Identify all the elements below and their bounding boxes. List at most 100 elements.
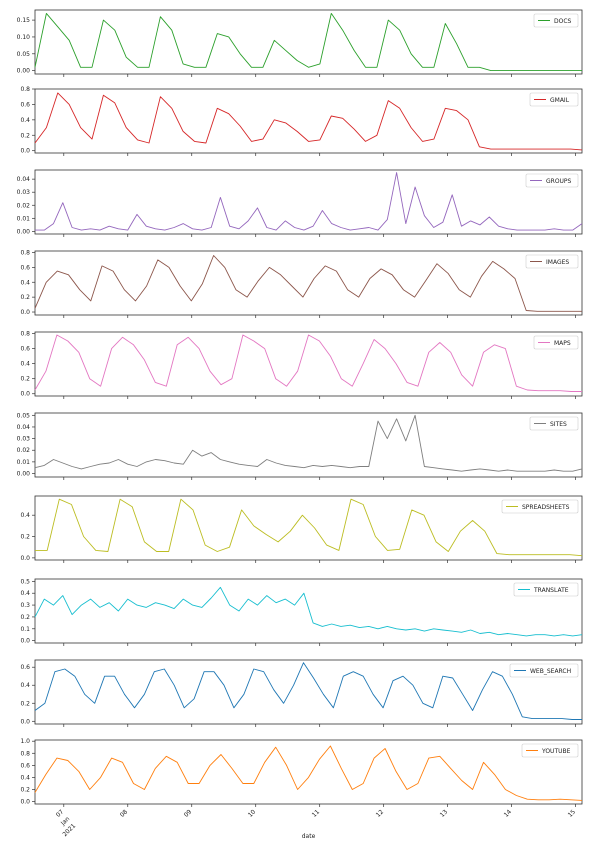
panel-youtube: 0.0 0.2 0.4 0.6 0.8 1.0 YOUTUBE xyxy=(20,738,583,807)
legend-label: IMAGES xyxy=(546,259,569,266)
y-tick-label: 0.1 xyxy=(20,626,30,633)
x-tick-label: 08 xyxy=(119,808,129,818)
legend-box xyxy=(533,335,579,350)
y-tick-label: 0.8 xyxy=(20,86,30,93)
axes-frame xyxy=(34,88,583,154)
y-tick-label: 0.0 xyxy=(20,148,30,155)
panel-web-search: 0.0 0.2 0.4 0.6 WEB_SEARCH xyxy=(20,659,583,727)
legend-label: GROUPS xyxy=(546,178,572,185)
y-tick-label: 0.15 xyxy=(17,17,31,24)
y-tick-label: 0.05 xyxy=(17,412,31,419)
legend-label: DOCS xyxy=(554,18,572,25)
legend-label: TRANSLATE xyxy=(533,587,569,594)
series-line xyxy=(34,255,582,312)
series-line xyxy=(34,12,582,72)
series-line xyxy=(35,172,583,231)
y-tick-label: 0.05 xyxy=(17,51,31,58)
legend-box xyxy=(525,254,579,269)
y-tick-label: 0.0 xyxy=(20,555,30,562)
series-line xyxy=(34,745,583,801)
y-tick-label: 0.8 xyxy=(20,750,30,757)
y-tick-label: 0.4 xyxy=(20,774,30,781)
series-line xyxy=(34,414,583,472)
y-tick-label: 0.4 xyxy=(20,590,30,597)
x-tick-label: 13 xyxy=(439,808,449,818)
legend-label: YOUTUBE xyxy=(541,748,571,755)
y-tick-label: 0.4 xyxy=(20,682,30,689)
axes-frame xyxy=(34,495,583,561)
y-tick-label: 0.04 xyxy=(17,424,31,431)
y-tick-label: 0.2 xyxy=(20,376,30,383)
x-tick-label: 10 xyxy=(247,808,257,818)
y-tick-label: 0.0 xyxy=(20,718,30,725)
y-tick-label: 0.2 xyxy=(20,614,30,621)
panel-maps: 0.0 0.2 0.4 0.6 0.8 MAPS xyxy=(20,331,583,399)
y-tick-label: 0.6 xyxy=(20,346,30,353)
axes-frame xyxy=(34,250,583,316)
axes-frame xyxy=(34,9,583,75)
y-tick-label: 0.0 xyxy=(20,309,30,316)
y-tick-label: 0.01 xyxy=(17,215,31,222)
y-tick-label: 0.00 xyxy=(17,228,31,235)
legend-box xyxy=(509,663,579,678)
x-tick-label: 09 xyxy=(183,808,193,818)
axes-frame xyxy=(34,578,583,644)
y-tick-label: 0.4 xyxy=(20,279,30,286)
legend-box xyxy=(521,743,579,758)
y-tick-label: 0.8 xyxy=(20,331,30,338)
legend-box xyxy=(529,416,579,431)
y-tick-label: 0.2 xyxy=(20,534,30,541)
x-axis-label: date xyxy=(302,833,316,840)
y-tick-label: 1.0 xyxy=(20,738,30,745)
panel-translate: 0.0 0.1 0.2 0.3 0.4 0.5 TRANSLATE xyxy=(20,578,583,646)
y-tick-label: 0.2 xyxy=(20,787,30,794)
panel-gmail: 0.0 0.2 0.4 0.6 0.8 GMAIL xyxy=(20,86,583,156)
series-line xyxy=(34,662,582,720)
y-tick-label: 0.5 xyxy=(20,578,30,585)
x-tick-label: 12 xyxy=(375,808,385,818)
x-tick-label: 11 xyxy=(311,808,321,818)
y-tick-label: 0.01 xyxy=(17,459,31,466)
legend-box xyxy=(533,13,579,28)
y-tick-label: 0.00 xyxy=(17,471,31,478)
legend-box xyxy=(525,173,579,188)
panel-sites: 0.00 0.01 0.02 0.03 0.04 0.05 SITES xyxy=(17,412,583,480)
axes-frame xyxy=(34,412,583,478)
y-tick-label: 0.6 xyxy=(20,664,30,671)
axes-frame xyxy=(34,331,583,397)
y-tick-label: 0.0 xyxy=(20,391,30,398)
y-tick-label: 0.03 xyxy=(17,436,31,443)
y-tick-label: 0.0 xyxy=(20,638,30,645)
panel-groups: 0.00 0.01 0.02 0.03 0.04 GROUPS xyxy=(17,169,583,237)
legend-label: GMAIL xyxy=(550,97,570,104)
y-tick-label: 0.00 xyxy=(17,68,31,75)
y-tick-label: 0.6 xyxy=(20,762,30,769)
y-tick-label: 0.10 xyxy=(17,34,31,41)
legend-label: MAPS xyxy=(554,340,571,347)
legend-label: WEB_SEARCH xyxy=(530,668,571,675)
legend-box xyxy=(513,582,579,597)
x-tick-label: 14 xyxy=(503,808,513,818)
y-tick-label: 0.2 xyxy=(20,294,30,301)
y-tick-label: 0.0 xyxy=(20,799,30,806)
series-line xyxy=(34,586,583,637)
y-tick-label: 0.6 xyxy=(20,101,30,108)
legend-box xyxy=(501,499,579,514)
y-tick-label: 0.4 xyxy=(20,512,30,519)
y-tick-label: 0.4 xyxy=(20,117,30,124)
y-tick-label: 0.4 xyxy=(20,361,30,368)
y-tick-label: 0.03 xyxy=(17,189,31,196)
y-tick-label: 0.8 xyxy=(20,249,30,256)
y-tick-label: 0.02 xyxy=(17,447,31,454)
series-line xyxy=(34,334,582,392)
panel-images: 0.0 0.2 0.4 0.6 0.8 IMAGES xyxy=(20,249,583,318)
y-tick-label: 0.02 xyxy=(17,202,31,209)
x-tick-label: 07 xyxy=(55,808,65,818)
y-tick-label: 0.04 xyxy=(17,176,31,183)
series-line xyxy=(35,498,583,557)
legend-box xyxy=(529,92,579,107)
axes-frame xyxy=(34,739,583,805)
y-tick-label: 0.2 xyxy=(20,700,30,707)
